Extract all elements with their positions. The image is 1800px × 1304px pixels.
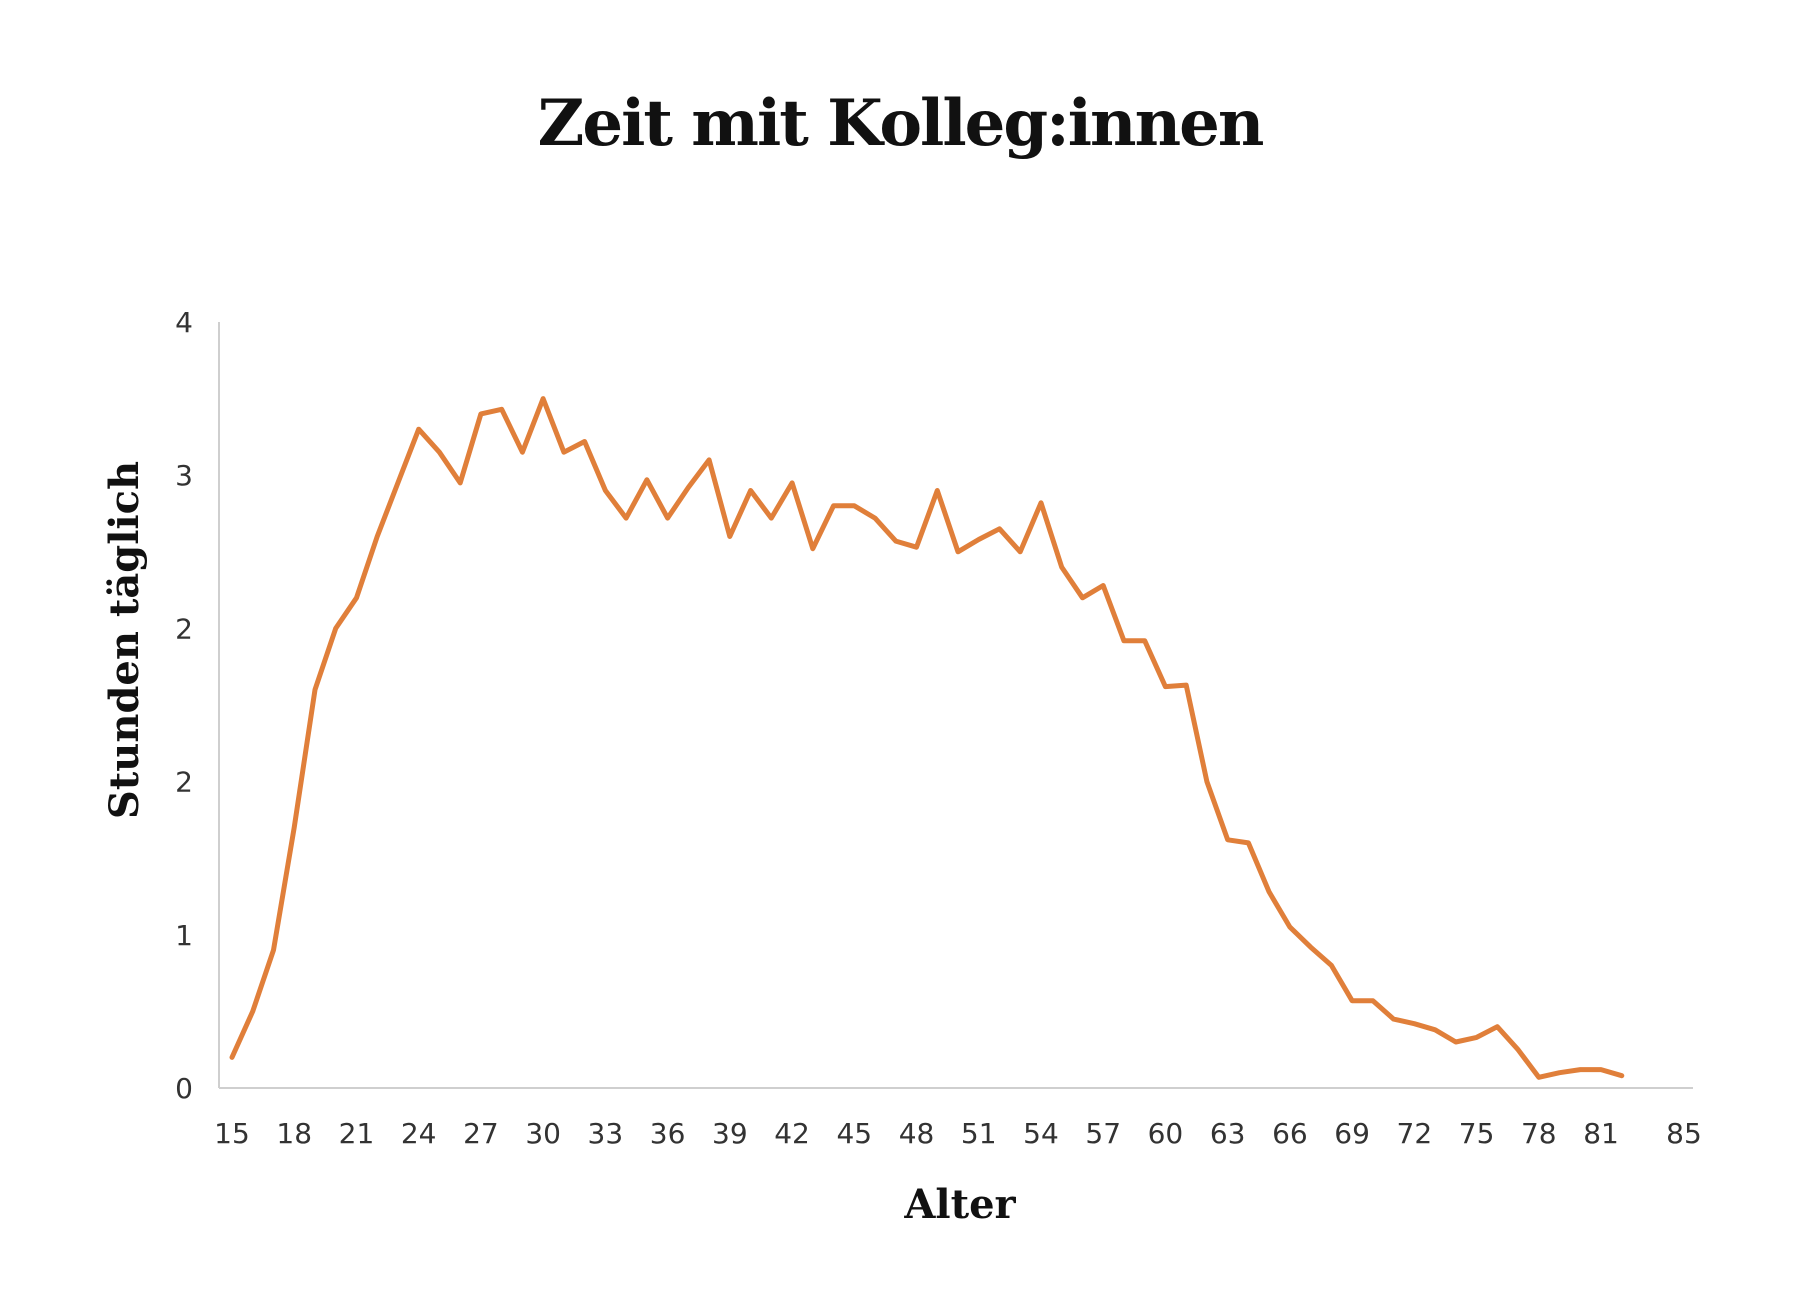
x-tick-label: 39 <box>712 1117 748 1150</box>
x-tick-label: 27 <box>463 1117 499 1150</box>
x-tick-label: 33 <box>588 1117 624 1150</box>
x-tick-labels: 15 18 21 24 27 30 33 36 39 42 45 48 51 54 57 60 63 66 69 72… <box>214 1117 1702 1150</box>
x-tick-label: 72 <box>1397 1117 1433 1150</box>
x-tick-label: 66 <box>1272 1117 1308 1150</box>
x-tick-label: 45 <box>836 1117 872 1150</box>
x-tick-label: 57 <box>1085 1117 1121 1150</box>
x-tick-label: 60 <box>1148 1117 1184 1150</box>
x-tick-label: 36 <box>650 1117 686 1150</box>
series-line <box>229 396 1625 1080</box>
x-tick-label: 63 <box>1210 1117 1246 1150</box>
x-tick-label: 15 <box>214 1117 250 1150</box>
y-tick-label: 0 <box>175 1072 193 1105</box>
y-tick-label: 1 <box>175 919 193 952</box>
x-tick-label: 18 <box>276 1117 312 1150</box>
x-tick-label: 48 <box>899 1117 935 1150</box>
x-tick-label: 75 <box>1459 1117 1495 1150</box>
y-axis-title: Stunden täglich <box>101 461 148 819</box>
x-tick-label: 54 <box>1023 1117 1059 1150</box>
y-tick-label: 2 <box>175 766 193 799</box>
x-tick-label: 30 <box>525 1117 561 1150</box>
chart-title: Zeit mit Kolleg:innen <box>538 86 1264 161</box>
x-tick-label: 85 <box>1666 1117 1702 1150</box>
x-tick-label: 24 <box>401 1117 437 1150</box>
x-tick-label: 42 <box>774 1117 810 1150</box>
x-tick-label: 69 <box>1334 1117 1370 1150</box>
x-tick-label: 21 <box>339 1117 375 1150</box>
x-tick-label: 81 <box>1583 1117 1619 1150</box>
x-tick-label: 51 <box>961 1117 997 1150</box>
y-tick-labels: 0 1 2 2 3 4 <box>175 306 193 1105</box>
x-tick-label: 78 <box>1521 1117 1557 1150</box>
y-tick-label: 3 <box>175 459 193 492</box>
y-tick-label: 2 <box>175 612 193 645</box>
y-tick-label: 4 <box>175 306 193 339</box>
x-axis-title: Alter <box>903 1181 1016 1228</box>
